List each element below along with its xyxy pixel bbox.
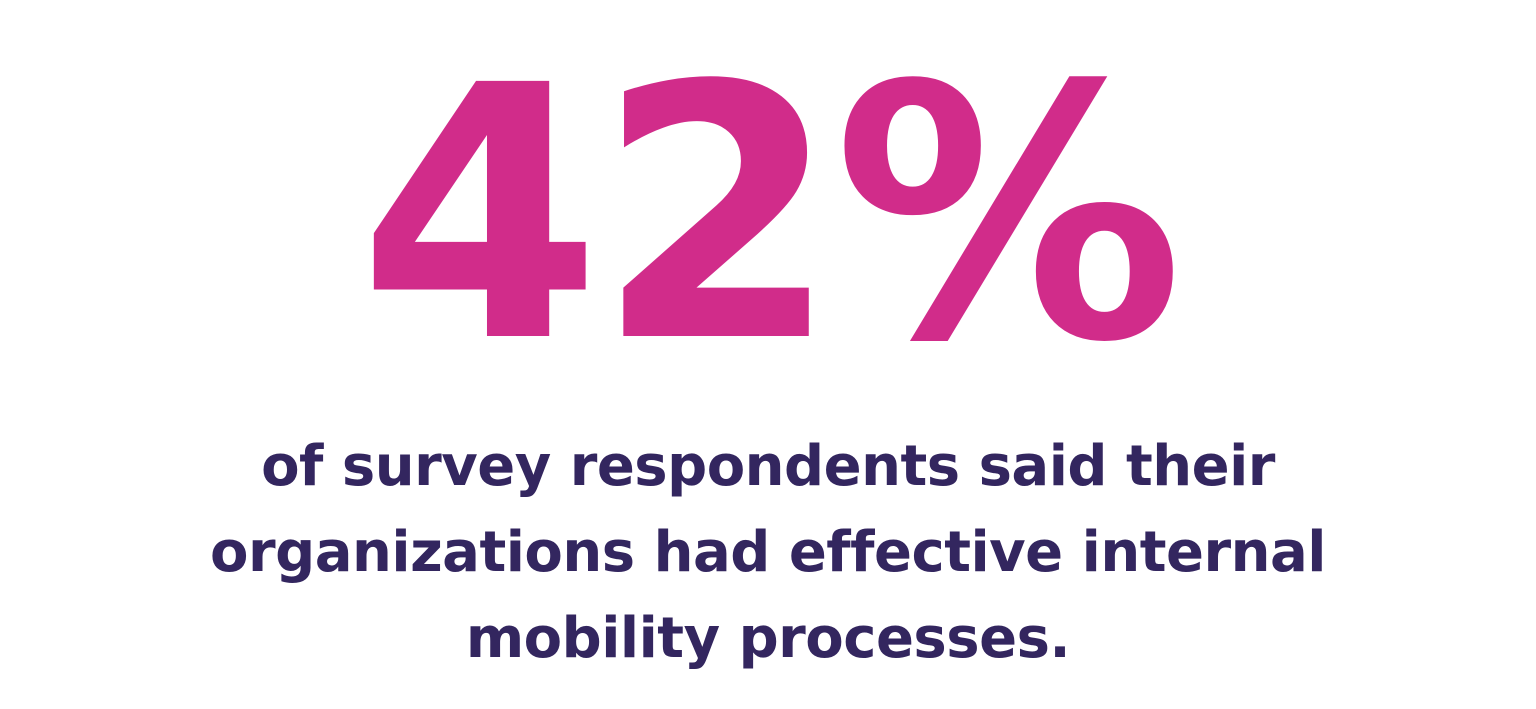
caption-line-3: mobility processes. xyxy=(465,606,1071,671)
stat-percentage: 42% xyxy=(358,11,1184,419)
caption-line-2: organizations had effective internal xyxy=(210,520,1326,585)
caption-line-1: of survey respondents said their xyxy=(261,434,1275,499)
stat-caption: of survey respondents said their organiz… xyxy=(0,424,1536,682)
